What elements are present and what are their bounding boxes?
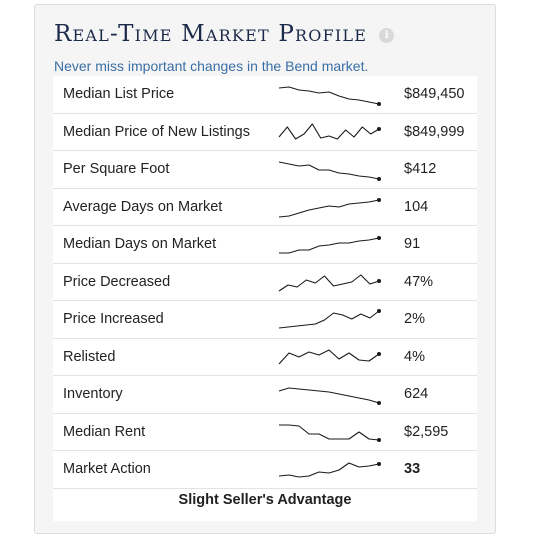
trend-sparkline xyxy=(278,273,381,291)
sparkline-endpoint xyxy=(377,309,381,313)
sparkline-path xyxy=(278,462,380,478)
metric-row: Relisted 4% xyxy=(53,339,477,376)
metric-row: Market Action 33 xyxy=(53,451,477,489)
trend-sparkline xyxy=(279,236,381,254)
sparkline-path xyxy=(278,161,380,180)
metric-row: Average Days on Market 104 xyxy=(53,189,477,226)
metric-label: Median List Price xyxy=(63,86,175,102)
metric-label: Price Increased xyxy=(63,311,164,327)
widget-subtitle: Never miss important changes in the Bend… xyxy=(54,58,369,74)
metric-label: Median Rent xyxy=(63,423,146,440)
metric-label: Median Price of New Listings xyxy=(63,123,250,140)
metric-label: Relisted xyxy=(63,348,116,365)
metric-row: Median Rent $2,595 xyxy=(53,414,477,451)
sparkline-path xyxy=(278,86,380,105)
market-action-summary: Slight Seller's Advantage xyxy=(178,492,352,508)
metric-value: 33 xyxy=(404,461,421,477)
metric-row: Price Decreased 47% xyxy=(53,264,477,301)
trend-sparkline xyxy=(278,161,381,181)
metric-row: Median Days on Market 91 xyxy=(53,226,477,264)
sparkline-path xyxy=(279,237,380,254)
trend-sparkline xyxy=(278,309,381,329)
metric-label: Inventory xyxy=(63,386,123,402)
metric-value: 624 xyxy=(404,386,429,402)
widget-title: Real-Time Market Profile xyxy=(54,21,368,47)
sparkline-endpoint xyxy=(377,236,381,240)
sparkline-endpoint xyxy=(377,102,381,106)
metric-row: Median Price of New Listings $849,999 xyxy=(53,114,477,151)
sparkline-endpoint xyxy=(377,197,381,202)
sparkline-endpoint xyxy=(377,462,381,466)
metric-value: 104 xyxy=(404,198,429,215)
metric-label: Average Days on Market xyxy=(63,198,223,215)
metric-value: 91 xyxy=(404,236,421,252)
metric-list: Median List Price $849,450 Median Price of… xyxy=(53,76,477,521)
metric-value: $849,999 xyxy=(404,123,465,140)
info-icon[interactable]: i xyxy=(379,27,395,43)
metric-row: Median List Price $849,450 xyxy=(53,76,477,114)
sparkline-endpoint xyxy=(377,437,381,442)
sparkline-path xyxy=(278,122,380,140)
sparkline-endpoint xyxy=(377,401,381,405)
sparkline-path xyxy=(278,198,380,218)
metric-row: Inventory 624 xyxy=(53,376,477,414)
trend-sparkline xyxy=(278,387,381,405)
title-row: Real-Time Market Profile i xyxy=(54,21,395,47)
metric-row: Price Increased 2% xyxy=(53,301,477,339)
trend-sparkline xyxy=(279,423,381,442)
metric-value: 47% xyxy=(404,273,434,290)
sparkline-path xyxy=(278,273,380,291)
sparkline-path xyxy=(279,423,380,441)
trend-sparkline xyxy=(278,86,381,106)
sparkline-endpoint xyxy=(377,126,381,131)
sparkline-path xyxy=(278,310,380,329)
trend-sparkline xyxy=(278,348,381,364)
metric-label: Median Days on Market xyxy=(63,236,217,252)
trend-sparkline xyxy=(278,122,381,140)
metric-label: Market Action xyxy=(63,461,151,477)
metric-row: Per Square Foot $412 xyxy=(53,151,477,189)
trend-sparkline xyxy=(278,197,381,218)
metric-value: 2% xyxy=(404,311,425,327)
sparkline-endpoint xyxy=(377,177,381,181)
sparkline-path xyxy=(278,387,380,404)
metric-value: 4% xyxy=(404,348,425,365)
metric-label: Per Square Foot xyxy=(63,161,170,177)
market-profile-widget: Real-Time Market Profile i Never miss im… xyxy=(34,4,496,534)
metric-value: $849,450 xyxy=(404,86,465,102)
metric-value: $412 xyxy=(404,161,437,177)
metric-value: $2,595 xyxy=(404,423,449,440)
metric-label: Price Decreased xyxy=(63,273,171,290)
sparkline-endpoint xyxy=(377,351,381,356)
sparkline-path xyxy=(278,348,380,364)
sparkline-endpoint xyxy=(377,278,381,283)
trend-sparkline xyxy=(278,462,381,478)
